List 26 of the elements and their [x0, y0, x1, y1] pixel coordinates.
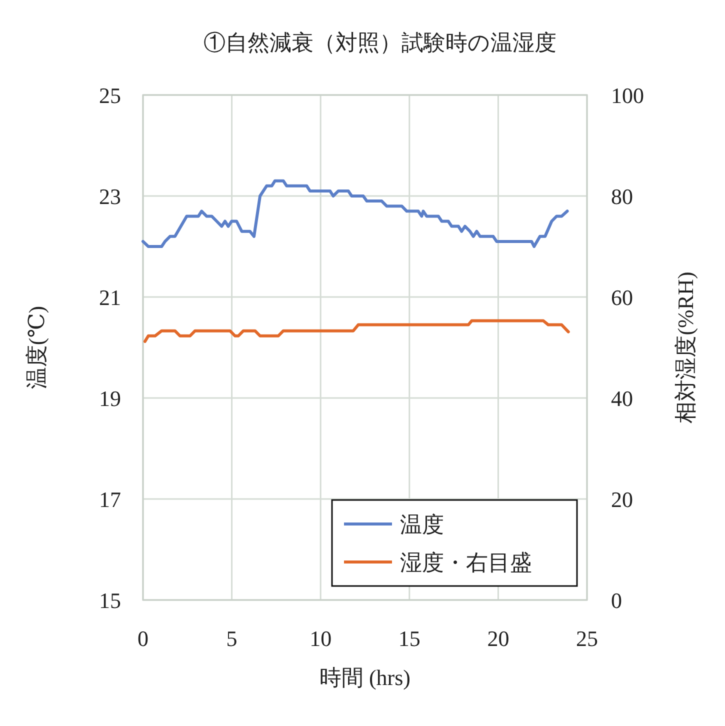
- y2-tick-label: 40: [611, 386, 633, 411]
- y-tick-label: 19: [99, 386, 121, 411]
- legend-label: 温度: [400, 512, 444, 537]
- x-tick-label: 15: [398, 626, 420, 651]
- y2-tick-label: 100: [611, 83, 644, 108]
- x-tick-label: 0: [138, 626, 148, 651]
- x-tick-label: 25: [576, 626, 598, 651]
- y2-tick-label: 60: [611, 285, 633, 310]
- y-tick-label: 25: [99, 83, 121, 108]
- y-tick-label: 23: [99, 184, 121, 209]
- y-tick-label: 15: [99, 588, 121, 613]
- y-axis-title: 温度(℃): [24, 306, 49, 390]
- y2-tick-label: 20: [611, 487, 633, 512]
- legend-label: 湿度・右目盛: [400, 550, 532, 575]
- line-series: [143, 319, 570, 343]
- y2-tick-label: 0: [611, 588, 622, 613]
- x-axis-title: 時間 (hrs): [319, 665, 411, 690]
- chart-title: ①自然減衰（対照）試験時の温湿度: [204, 30, 556, 55]
- y-tick-label: 21: [99, 285, 121, 310]
- y2-axis-title: 相対湿度(%RH): [673, 272, 698, 424]
- x-tick-label: 5: [226, 626, 238, 651]
- line-series: [142, 179, 569, 248]
- x-tick-label: 10: [310, 626, 332, 651]
- x-tick-label: 20: [487, 626, 510, 651]
- y-tick-label: 17: [99, 487, 121, 512]
- y2-tick-label: 80: [611, 184, 633, 209]
